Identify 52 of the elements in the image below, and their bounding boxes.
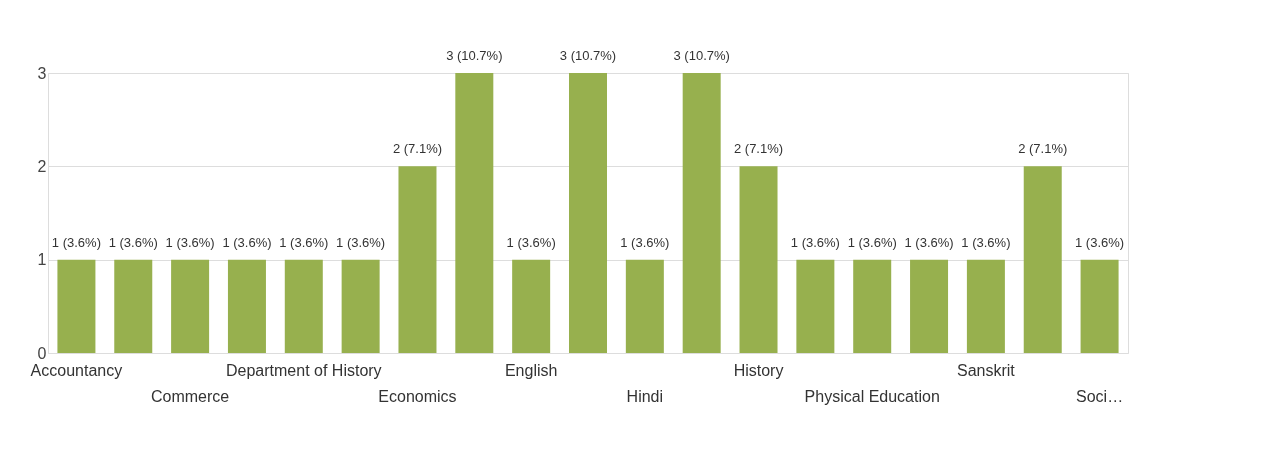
y-tick-label: 3 [37, 64, 47, 82]
bar [1023, 166, 1062, 353]
data-label: 1 (3.6%) [847, 234, 897, 250]
x-tick-label: English [504, 362, 558, 379]
data-label: 1 (3.6%) [620, 234, 670, 250]
bar [57, 259, 96, 353]
x-tick-label: Accountancy [30, 362, 123, 379]
bar [455, 73, 494, 353]
bar [796, 259, 835, 353]
data-label: 3 (10.7%) [559, 48, 617, 63]
bar [625, 259, 664, 353]
data-label: 1 (3.6%) [108, 234, 158, 250]
data-label: 1 (3.6%) [165, 234, 215, 250]
x-tick-label: Economics [378, 388, 457, 405]
bar [284, 259, 323, 353]
data-label: 3 (10.7%) [673, 48, 730, 63]
data-label: 1 (3.6%) [51, 234, 101, 250]
data-label: 3 (10.7%) [446, 48, 503, 63]
x-tick-label: Commerce [150, 388, 230, 405]
y-tick-label: 2 [37, 157, 47, 175]
bar [398, 166, 437, 353]
bar [910, 259, 949, 353]
data-label: 1 (3.6%) [790, 234, 840, 250]
x-tick-label: Department of History [225, 362, 382, 379]
data-label: 1 (3.6%) [961, 234, 1011, 250]
x-tick-label: History [733, 362, 784, 379]
x-tick-label: Sanskrit [957, 362, 1016, 379]
x-tick-label: Hindi [626, 388, 664, 405]
x-tick-label: Soci… [1076, 388, 1124, 405]
bar [853, 259, 892, 353]
data-label: 1 (3.6%) [506, 234, 556, 250]
data-label: 1 (3.6%) [1075, 234, 1125, 250]
bar [682, 73, 721, 353]
bar [227, 259, 266, 353]
bar [171, 259, 210, 353]
data-label: 2 (7.1%) [733, 141, 784, 157]
bar [114, 259, 153, 353]
data-label: 2 (7.1%) [392, 141, 443, 157]
y-tick-label: 0 [37, 344, 47, 362]
bar [512, 259, 551, 353]
data-label: 2 (7.1%) [1018, 141, 1068, 157]
bar [1080, 259, 1119, 353]
data-label: 1 (3.6%) [279, 234, 329, 250]
x-tick-label: Physical Education [804, 388, 940, 405]
bar [966, 259, 1005, 353]
bar [739, 166, 778, 353]
bar [341, 259, 380, 353]
data-label: 1 (3.6%) [222, 234, 272, 250]
data-label: 1 (3.6%) [336, 234, 386, 250]
data-label: 1 (3.6%) [904, 234, 954, 250]
bar [569, 73, 607, 353]
y-tick-label: 1 [37, 251, 47, 269]
